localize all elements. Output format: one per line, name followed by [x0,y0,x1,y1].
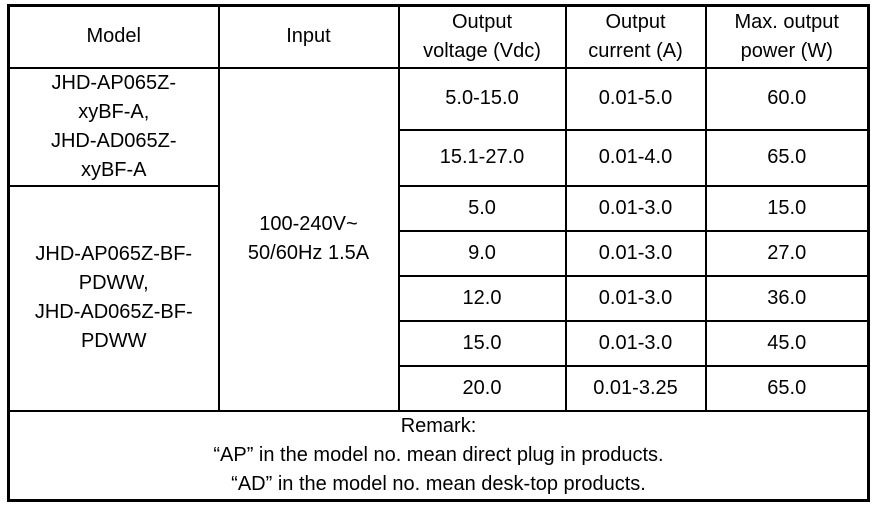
output-voltage-cell: 12.0 [397,274,567,322]
max-output-power-cell: 36.0 [704,274,870,322]
table-row: 9.0 0.01-3.0 27.0 [9,229,870,277]
model-group-b-cell: JHD-AP065Z-BF- PDWW, JHD-AD065Z-BF- PDWW [7,184,220,412]
col-header-output-voltage: Output voltage (Vdc) [397,4,567,69]
output-current-cell: 0.01-3.0 [564,319,707,367]
model-group-a-cell: JHD-AP065Z- xyBF-A, JHD-AD065Z- xyBF-A [7,66,220,187]
table-row: JHD-AP065Z-BF- PDWW, JHD-AD065Z-BF- PDWW… [7,184,870,412]
table-row: JHD-AP065Z- xyBF-A, JHD-AD065Z- xyBF-A 1… [7,66,870,412]
max-output-power-cell: 15.0 [704,184,870,232]
output-voltage-cell: 9.0 [397,229,567,277]
output-current-cell: 0.01-3.0 [564,274,707,322]
max-output-power-cell: 27.0 [704,229,870,277]
table-row: 20.0 0.01-3.25 65.0 [9,364,870,412]
remark-cell: Remark: “AP” in the model no. mean direc… [7,409,870,502]
output-current-cell: 0.01-4.0 [564,128,707,187]
header-row: Model Input Output voltage (Vdc) Output … [7,4,870,69]
spec-table: Model Input Output voltage (Vdc) Output … [7,4,870,502]
table-row: 12.0 0.01-3.0 36.0 [9,274,870,322]
output-current-cell: 0.01-5.0 [564,66,707,131]
col-header-input: Input [217,4,400,69]
input-cell: 100-240V~ 50/60Hz 1.5A [217,66,400,412]
col-header-model: Model [7,4,220,69]
output-current-cell: 0.01-3.25 [564,364,707,412]
table-row: 15.1-27.0 0.01-4.0 65.0 [9,128,870,187]
output-voltage-cell: 5.0-15.0 [397,66,567,131]
output-current-cell: 0.01-3.0 [564,229,707,277]
output-current-cell: 0.01-3.0 [564,184,707,232]
col-header-output-current: Output current (A) [564,4,707,69]
output-voltage-cell: 5.0 [397,184,567,232]
col-header-max-output-power: Max. output power (W) [704,4,870,69]
remark-row: Remark: “AP” in the model no. mean direc… [7,409,870,502]
output-voltage-cell: 15.1-27.0 [397,128,567,187]
max-output-power-cell: 60.0 [704,66,870,131]
max-output-power-cell: 45.0 [704,319,870,367]
max-output-power-cell: 65.0 [704,128,870,187]
table-row: 15.0 0.01-3.0 45.0 [9,319,870,367]
max-output-power-cell: 65.0 [704,364,870,412]
output-voltage-cell: 20.0 [397,364,567,412]
output-voltage-cell: 15.0 [397,319,567,367]
